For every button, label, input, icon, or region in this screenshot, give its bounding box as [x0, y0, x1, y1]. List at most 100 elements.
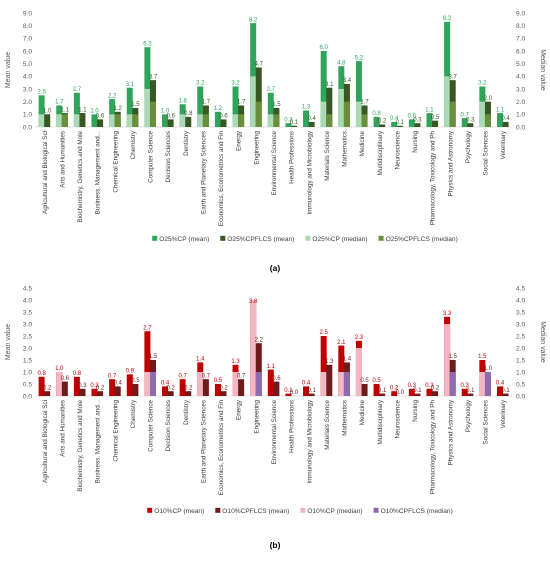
y2-tick-label: 3.0	[516, 321, 525, 328]
bar-mean	[379, 393, 386, 396]
bar-mean	[162, 114, 169, 127]
data-label: 0.1	[466, 388, 475, 394]
bar-median	[267, 114, 274, 127]
data-label: 0.0	[290, 390, 299, 396]
y-tick-label: 6.0	[23, 48, 32, 55]
bar-median	[355, 101, 362, 127]
data-label: 0.4	[501, 116, 510, 122]
bar-mean	[214, 384, 221, 396]
data-label: 1.7	[360, 100, 369, 106]
data-label: 1.7	[237, 100, 246, 106]
legend-swatch	[305, 235, 311, 241]
y2-tick-label: 1.5	[516, 357, 525, 364]
bar-median	[202, 114, 209, 127]
data-label: 4.8	[337, 60, 346, 66]
category-label: Nursing	[412, 400, 419, 422]
bar-mean	[467, 123, 474, 127]
data-label: 2.7	[267, 87, 276, 93]
data-label: 0.3	[78, 383, 87, 389]
data-label: 0.8	[73, 371, 82, 377]
y-axis-title: Mean value	[5, 324, 12, 360]
bar-mean	[285, 123, 292, 127]
data-label: 1.0	[43, 109, 52, 115]
data-label: 8.2	[249, 17, 258, 23]
bar-mean	[44, 391, 51, 396]
category-label: Materials Science	[324, 131, 331, 181]
data-label: 0.1	[501, 388, 510, 394]
chart-panel-b: 0.0 0.5 1.0 1.5 2.0 2.5 3.0 3.5 4.0 4.5 0.0 0.5 1.0 1…	[0, 280, 550, 561]
bar-mean	[373, 384, 380, 396]
data-label: 3.7	[449, 74, 458, 80]
y2-tick-label: 7.0	[516, 36, 525, 43]
data-label: 3.8	[249, 299, 258, 305]
legend-swatch	[147, 507, 153, 513]
category-label: Earth and Planetary Sciences	[200, 131, 207, 214]
data-label: 4.7	[255, 62, 264, 68]
data-label: 3.1	[126, 82, 135, 88]
data-label: 1.1	[496, 107, 505, 113]
legend-label: O25%CP (mean)	[159, 236, 209, 243]
bar-median	[38, 114, 45, 127]
data-label: 0.1	[378, 388, 387, 394]
bar-mean	[432, 120, 439, 127]
bar-mean	[185, 391, 192, 396]
data-label: 1.5	[478, 354, 487, 360]
data-label: 0.4	[307, 116, 316, 122]
bar-mean	[320, 51, 327, 127]
bar-mean	[144, 331, 151, 396]
category-label: Economics, Econometrics and Fin	[218, 131, 225, 227]
data-label: 3.3	[443, 311, 452, 317]
data-label: 0.7	[178, 373, 187, 379]
data-label: 0.3	[461, 383, 470, 389]
category-label: Chemistry	[130, 130, 137, 159]
bar-mean	[373, 116, 380, 127]
y-tick-label: 0.5	[23, 381, 32, 388]
data-label: 1.0	[55, 366, 64, 372]
legend-label: O10%CPFLCS (mean)	[222, 508, 289, 515]
y-tick-label: 1.0	[23, 112, 32, 119]
category-label: Pharmacology, Toxicology and Ph	[430, 400, 437, 495]
data-label: 1.3	[302, 105, 311, 111]
bar-mean	[255, 343, 262, 396]
data-label: 0.6	[166, 114, 175, 120]
bars	[38, 300, 509, 396]
category-label: Biochemistry, Genetics and Mole	[77, 131, 84, 223]
bar-mean	[432, 391, 439, 396]
data-label: 1.1	[267, 364, 276, 370]
y2-tick-label: 1.0	[516, 369, 525, 376]
bar-mean	[484, 101, 491, 127]
bar-mean	[97, 119, 104, 127]
data-label: 0.2	[166, 385, 175, 391]
y2-tick-label: 4.0	[516, 74, 525, 81]
y2-tick-label: 1.0	[516, 112, 525, 119]
chart-b: 0.0 0.5 1.0 1.5 2.0 2.5 3.0 3.5 4.0 4.5 0.0 0.5 1.0 1…	[5, 285, 546, 550]
y-tick-label: 2.0	[23, 99, 32, 106]
legend-label: O10%CP (median)	[307, 508, 362, 515]
data-label: 2.7	[73, 87, 82, 93]
data-label: 3.2	[478, 81, 487, 87]
bar-median	[56, 372, 63, 396]
legend-swatch	[378, 235, 384, 241]
bar-mean	[267, 92, 274, 127]
data-label: 0.3	[413, 117, 422, 123]
data-label: 0.4	[496, 381, 505, 387]
category-label: Business, Management and...	[95, 400, 102, 484]
y-axis-title: Mean value	[5, 52, 12, 88]
y-tick-label: 3.5	[23, 309, 32, 316]
bar-median	[132, 114, 139, 127]
data-label: 1.3	[231, 359, 240, 365]
data-label: 1.7	[202, 100, 211, 106]
bar-median	[144, 89, 151, 127]
category-label: Mathematics	[342, 400, 349, 436]
bar-median	[479, 372, 486, 396]
y2-axis-title: Median value	[539, 49, 546, 91]
y-tick-label: 4.5	[23, 285, 32, 292]
category-label: Health Professions	[289, 131, 296, 184]
data-label: 0.4	[161, 381, 170, 387]
data-label: 0.2	[43, 385, 52, 391]
category-label: Environmental Science	[271, 400, 278, 465]
bar-median	[179, 114, 186, 127]
legend-label: O25%CPFLCS (mean)	[227, 236, 294, 243]
bar-mean	[167, 391, 174, 396]
category-label: Social Sciences	[483, 400, 490, 444]
